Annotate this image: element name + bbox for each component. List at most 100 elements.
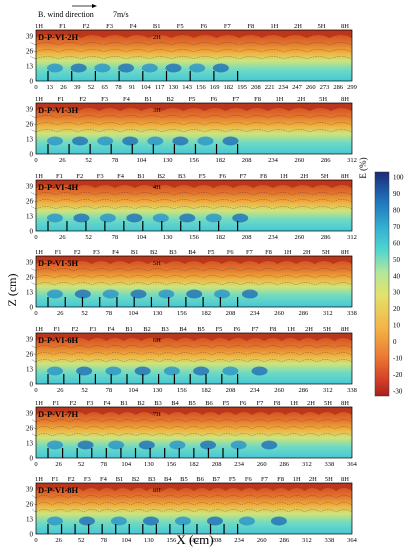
- position-label: B1: [137, 173, 145, 180]
- x-tick-label: 104: [136, 234, 147, 241]
- z-tick-label: 39: [26, 259, 34, 267]
- panel-field: [36, 333, 352, 384]
- x-tick-label: 104: [121, 537, 132, 544]
- contour-band-top: [31, 256, 353, 264]
- x-tick-label: 78: [100, 461, 107, 468]
- low-speed-zone: [179, 213, 196, 223]
- x-tick-label: 52: [88, 84, 95, 91]
- x-tick-label: 182: [223, 84, 233, 91]
- position-label: 1H: [35, 400, 43, 407]
- position-label: B1: [125, 326, 133, 333]
- position-label: F3: [93, 249, 100, 256]
- position-label: 1H: [284, 249, 292, 256]
- x-tick-label: 234: [268, 234, 279, 241]
- position-label: 1H: [35, 96, 43, 103]
- z-tick-label: 26: [26, 274, 34, 282]
- x-tick-label: 364: [347, 537, 358, 544]
- position-label: F4: [130, 23, 138, 30]
- panel-frame: [35, 482, 353, 535]
- x-tick-label: 260: [257, 461, 267, 468]
- low-speed-zone: [193, 366, 210, 376]
- low-speed-zone: [174, 516, 191, 526]
- x-tick-label: 156: [189, 157, 200, 164]
- z-tick-label: 26: [26, 48, 34, 56]
- position-label: F1: [55, 249, 62, 256]
- low-speed-zone: [46, 63, 63, 73]
- position-label: F5: [216, 326, 223, 333]
- x-tick-label: 78: [100, 537, 107, 544]
- x-tick-label: 104: [141, 84, 152, 91]
- x-tick-label: 104: [121, 461, 132, 468]
- x-tick-label: 182: [215, 157, 225, 164]
- low-speed-zone: [122, 136, 139, 146]
- low-speed-zone: [78, 516, 95, 526]
- contour-line: [31, 495, 353, 499]
- position-label: 1H: [287, 326, 295, 333]
- x-tick-label: 286: [321, 157, 332, 164]
- x-tick-label: 52: [78, 461, 85, 468]
- position-label: 8H: [341, 23, 349, 30]
- x-tick-label: 0: [34, 234, 37, 241]
- x-tick-label: 65: [101, 84, 108, 91]
- position-label: F2: [76, 173, 83, 180]
- position-label: 1H: [293, 476, 301, 483]
- colorbar-tick-label: -10: [393, 355, 403, 363]
- contour-band-top: [31, 333, 352, 341]
- position-label: B7: [212, 476, 220, 483]
- z-tick-label: 26: [26, 501, 34, 509]
- position-label: F5: [189, 96, 196, 103]
- position-label: 8H: [341, 96, 349, 103]
- x-tick-label: 117: [155, 84, 165, 91]
- x-tick-label: 156: [196, 84, 207, 91]
- z-tick-label: 0: [30, 78, 34, 86]
- position-label: F8: [277, 476, 284, 483]
- x-tick-label: 182: [189, 461, 199, 468]
- x-tick-label: 312: [323, 387, 333, 394]
- position-label: F8: [260, 173, 267, 180]
- colorbar-tick-label: 50: [393, 256, 401, 264]
- x-tick-label: 26: [57, 387, 64, 394]
- colorbar-tick-label: 10: [393, 322, 401, 330]
- position-label: F1: [56, 173, 63, 180]
- low-speed-zone: [232, 213, 249, 223]
- low-speed-zone: [189, 63, 206, 73]
- contour-line: [30, 49, 353, 53]
- position-label: 5H: [322, 249, 330, 256]
- x-tick-label: 52: [85, 234, 92, 241]
- x-tick-label: 0: [34, 387, 37, 394]
- low-speed-zone: [205, 213, 222, 223]
- contour-line: [31, 502, 353, 506]
- position-label: B3: [154, 400, 162, 407]
- x-tick-label: 78: [115, 84, 122, 91]
- colorbar-tick-label: 70: [393, 223, 401, 231]
- x-tick-label: 234: [250, 310, 261, 317]
- colorbar-tick-label: 60: [393, 239, 401, 247]
- position-label: B2: [150, 249, 158, 256]
- position-label: F7: [224, 23, 232, 30]
- low-speed-zone: [197, 136, 214, 146]
- position-label: B3: [148, 476, 156, 483]
- contour-line: [31, 345, 353, 349]
- x-tick-label: 182: [201, 387, 211, 394]
- contour-line: [31, 359, 353, 363]
- x-tick-label: 182: [215, 234, 225, 241]
- position-label: B1: [153, 23, 161, 30]
- x-tick-label: 130: [169, 84, 179, 91]
- panel-height-label: 6H: [153, 337, 161, 344]
- position-label: F1: [53, 400, 60, 407]
- position-label: 5H: [317, 23, 325, 30]
- position-label: B1: [116, 476, 124, 483]
- position-label: F7: [232, 96, 240, 103]
- x-tick-label: 208: [242, 234, 252, 241]
- colorbar-tick-label: 0: [393, 338, 397, 346]
- panel-field: [36, 103, 352, 154]
- position-label: 2H: [305, 326, 313, 333]
- position-label: F1: [57, 96, 64, 103]
- x-tick-label: 208: [242, 157, 252, 164]
- wind-direction-label: B. wind direction: [38, 10, 94, 19]
- position-label: F1: [59, 23, 66, 30]
- x-axis-label: X (cm): [176, 532, 213, 547]
